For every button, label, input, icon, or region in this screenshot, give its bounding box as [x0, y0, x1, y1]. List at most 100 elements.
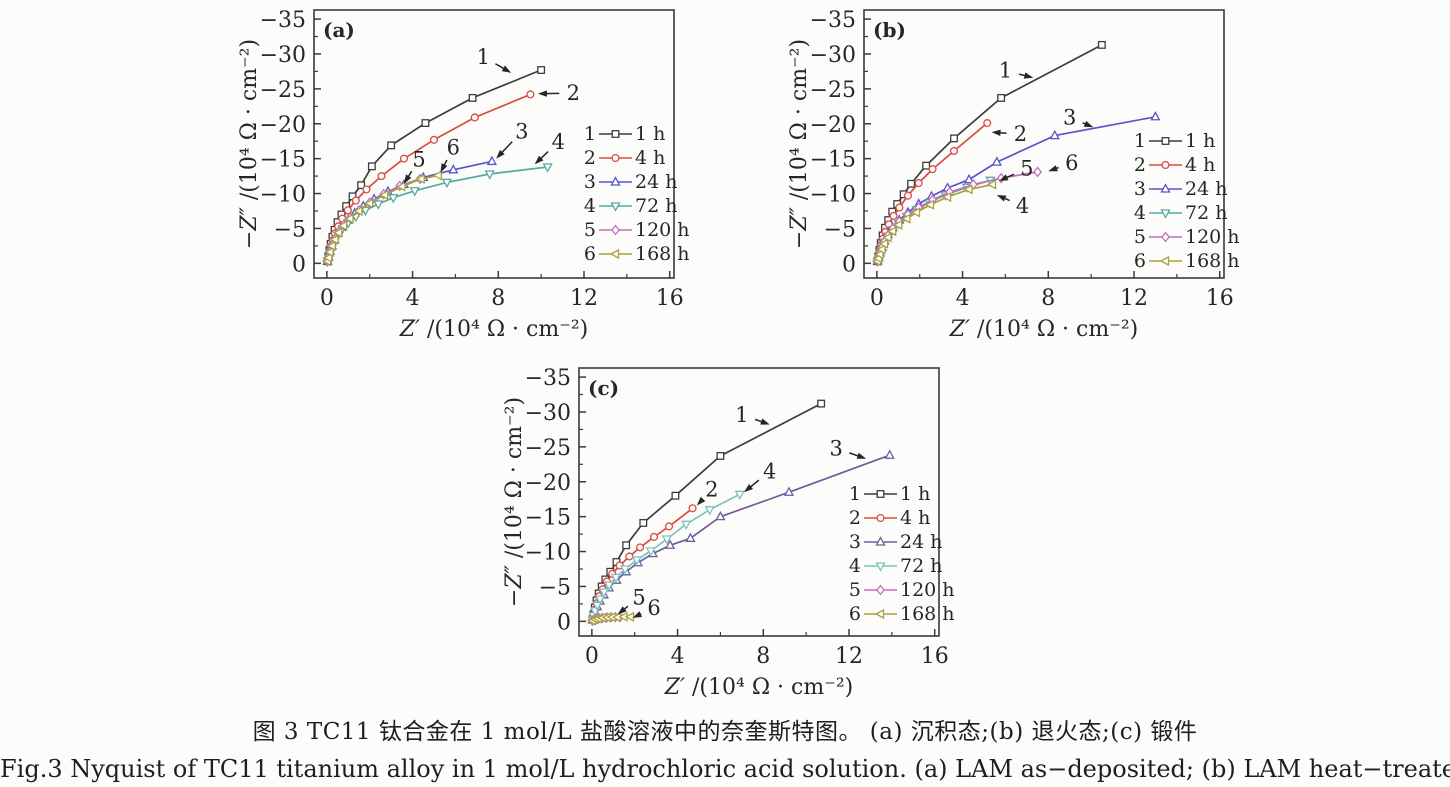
- svg-text:2: 2: [567, 81, 580, 105]
- y-axis: 0 −5 −10 −15 −20 −25 −30 −35: [810, 8, 871, 277]
- svg-text:3: 3: [829, 436, 842, 460]
- svg-text:−20: −20: [810, 113, 856, 138]
- caption-english: Fig.3 Nyquist of TC11 titanium alloy in …: [0, 755, 1450, 783]
- svg-text:−15: −15: [525, 506, 571, 531]
- svg-text:−30: −30: [260, 43, 306, 68]
- y-axis: 0 −5 −10 −15 −20 −25 −30 −35: [260, 8, 321, 277]
- svg-text:−25: −25: [525, 436, 571, 461]
- x-axis-label: Z′ /(10⁴ Ω · cm⁻²): [399, 317, 589, 342]
- svg-text:−30: −30: [810, 43, 856, 68]
- svg-text:4: 4: [1016, 194, 1029, 218]
- svg-text:4: 4: [849, 555, 861, 577]
- svg-text:−10: −10: [260, 183, 306, 208]
- svg-text:4: 4: [552, 130, 565, 154]
- svg-text:16: 16: [921, 644, 949, 669]
- svg-text:2: 2: [849, 507, 861, 529]
- svg-text:5: 5: [1020, 156, 1033, 180]
- svg-text:24 h: 24 h: [635, 171, 677, 193]
- x-axis: 0 4 8 12 16: [585, 629, 949, 669]
- panel-c-chart: 0 4 8 12 16 0 −5 −10 −15 −20 −25 −30 −35 Z′ /(10⁴ Ω ·…: [487, 358, 967, 708]
- svg-text:3: 3: [1134, 178, 1146, 200]
- y-axis-label: −Z″ /(10⁴ Ω · cm⁻²): [787, 39, 812, 249]
- x-axis: 0 4 8 12 16: [870, 271, 1234, 311]
- x-axis: 0 4 8 12 16: [320, 271, 684, 311]
- svg-text:2: 2: [1014, 122, 1027, 146]
- svg-text:72 h: 72 h: [1185, 202, 1227, 224]
- annotations: 1 2 3 5 6 4: [991, 59, 1094, 218]
- svg-text:6: 6: [647, 596, 660, 620]
- svg-text:2: 2: [584, 147, 596, 169]
- svg-text:0: 0: [585, 644, 599, 669]
- svg-text:12: 12: [1120, 286, 1148, 311]
- svg-text:−20: −20: [260, 113, 306, 138]
- series-168h: [871, 179, 997, 267]
- svg-text:8: 8: [1041, 286, 1055, 311]
- svg-text:168 h: 168 h: [635, 243, 690, 265]
- svg-text:3: 3: [515, 119, 528, 143]
- svg-text:−5: −5: [274, 217, 306, 242]
- x-axis-label: Z′ /(10⁴ Ω · cm⁻²): [664, 675, 854, 700]
- series-4h: [873, 119, 992, 266]
- svg-text:16: 16: [1206, 286, 1234, 311]
- panel-b-chart: 0 4 8 12 16 0 −5 −10 −15 −20 −25 −30 −35 Z′ /(10⁴ Ω ·…: [772, 0, 1252, 350]
- svg-text:3: 3: [584, 171, 596, 193]
- svg-text:1: 1: [584, 123, 596, 145]
- svg-text:−10: −10: [525, 541, 571, 566]
- svg-text:6: 6: [849, 603, 861, 625]
- svg-text:−35: −35: [810, 8, 856, 33]
- svg-text:0: 0: [292, 252, 306, 277]
- y-axis: 0 −5 −10 −15 −20 −25 −30 −35: [525, 366, 586, 635]
- svg-text:16: 16: [656, 286, 684, 311]
- svg-text:5: 5: [584, 219, 596, 241]
- panel-label: (c): [588, 376, 619, 400]
- svg-text:0: 0: [557, 610, 571, 635]
- svg-text:4 h: 4 h: [1185, 154, 1215, 176]
- svg-text:−20: −20: [525, 471, 571, 496]
- annotations: 123 45 6: [404, 45, 580, 184]
- svg-text:3: 3: [1063, 105, 1076, 129]
- svg-text:6: 6: [584, 243, 596, 265]
- svg-text:1 h: 1 h: [900, 483, 930, 505]
- svg-text:−5: −5: [824, 217, 856, 242]
- svg-text:24 h: 24 h: [1185, 178, 1227, 200]
- svg-text:−35: −35: [260, 8, 306, 33]
- svg-text:0: 0: [842, 252, 856, 277]
- svg-text:120 h: 120 h: [635, 219, 690, 241]
- svg-text:12: 12: [835, 644, 863, 669]
- panel-label: (a): [323, 18, 355, 42]
- svg-text:4: 4: [956, 286, 970, 311]
- svg-text:−10: −10: [810, 183, 856, 208]
- svg-text:2: 2: [705, 477, 718, 501]
- svg-text:8: 8: [491, 286, 505, 311]
- svg-text:1: 1: [999, 59, 1012, 83]
- svg-text:4: 4: [763, 459, 776, 483]
- svg-text:6: 6: [1065, 151, 1078, 175]
- y-axis-label: −Z″ /(10⁴ Ω · cm⁻²): [502, 397, 527, 607]
- svg-text:24 h: 24 h: [900, 531, 942, 553]
- svg-text:−25: −25: [810, 78, 856, 103]
- series-168h: [586, 611, 635, 626]
- svg-text:−35: −35: [525, 366, 571, 391]
- svg-text:1: 1: [477, 45, 490, 69]
- svg-text:72 h: 72 h: [900, 555, 942, 577]
- nyquist-chart-a: 0 4 8 12 160−5−10−15−20−25−30−35Z′ /(10⁴ Ω ·…: [237, 8, 690, 342]
- svg-text:1: 1: [735, 403, 748, 427]
- svg-text:5: 5: [412, 147, 425, 171]
- x-axis-label: Z′ /(10⁴ Ω · cm⁻²): [949, 317, 1139, 342]
- svg-text:−30: −30: [525, 401, 571, 426]
- series-72h: [322, 163, 553, 268]
- svg-text:−15: −15: [810, 148, 856, 173]
- series-1h: [323, 66, 546, 266]
- svg-text:168 h: 168 h: [900, 603, 955, 625]
- svg-text:3: 3: [849, 531, 861, 553]
- svg-text:4: 4: [671, 644, 685, 669]
- series-72h: [587, 490, 745, 626]
- y-axis-label: −Z″ /(10⁴ Ω · cm⁻²): [237, 39, 262, 249]
- svg-text:4 h: 4 h: [635, 147, 665, 169]
- svg-text:4: 4: [584, 195, 596, 217]
- caption-chinese: 图 3 TC11 钛合金在 1 mol/L 盐酸溶液中的奈奎斯特图。 (a) 沉…: [252, 719, 1198, 745]
